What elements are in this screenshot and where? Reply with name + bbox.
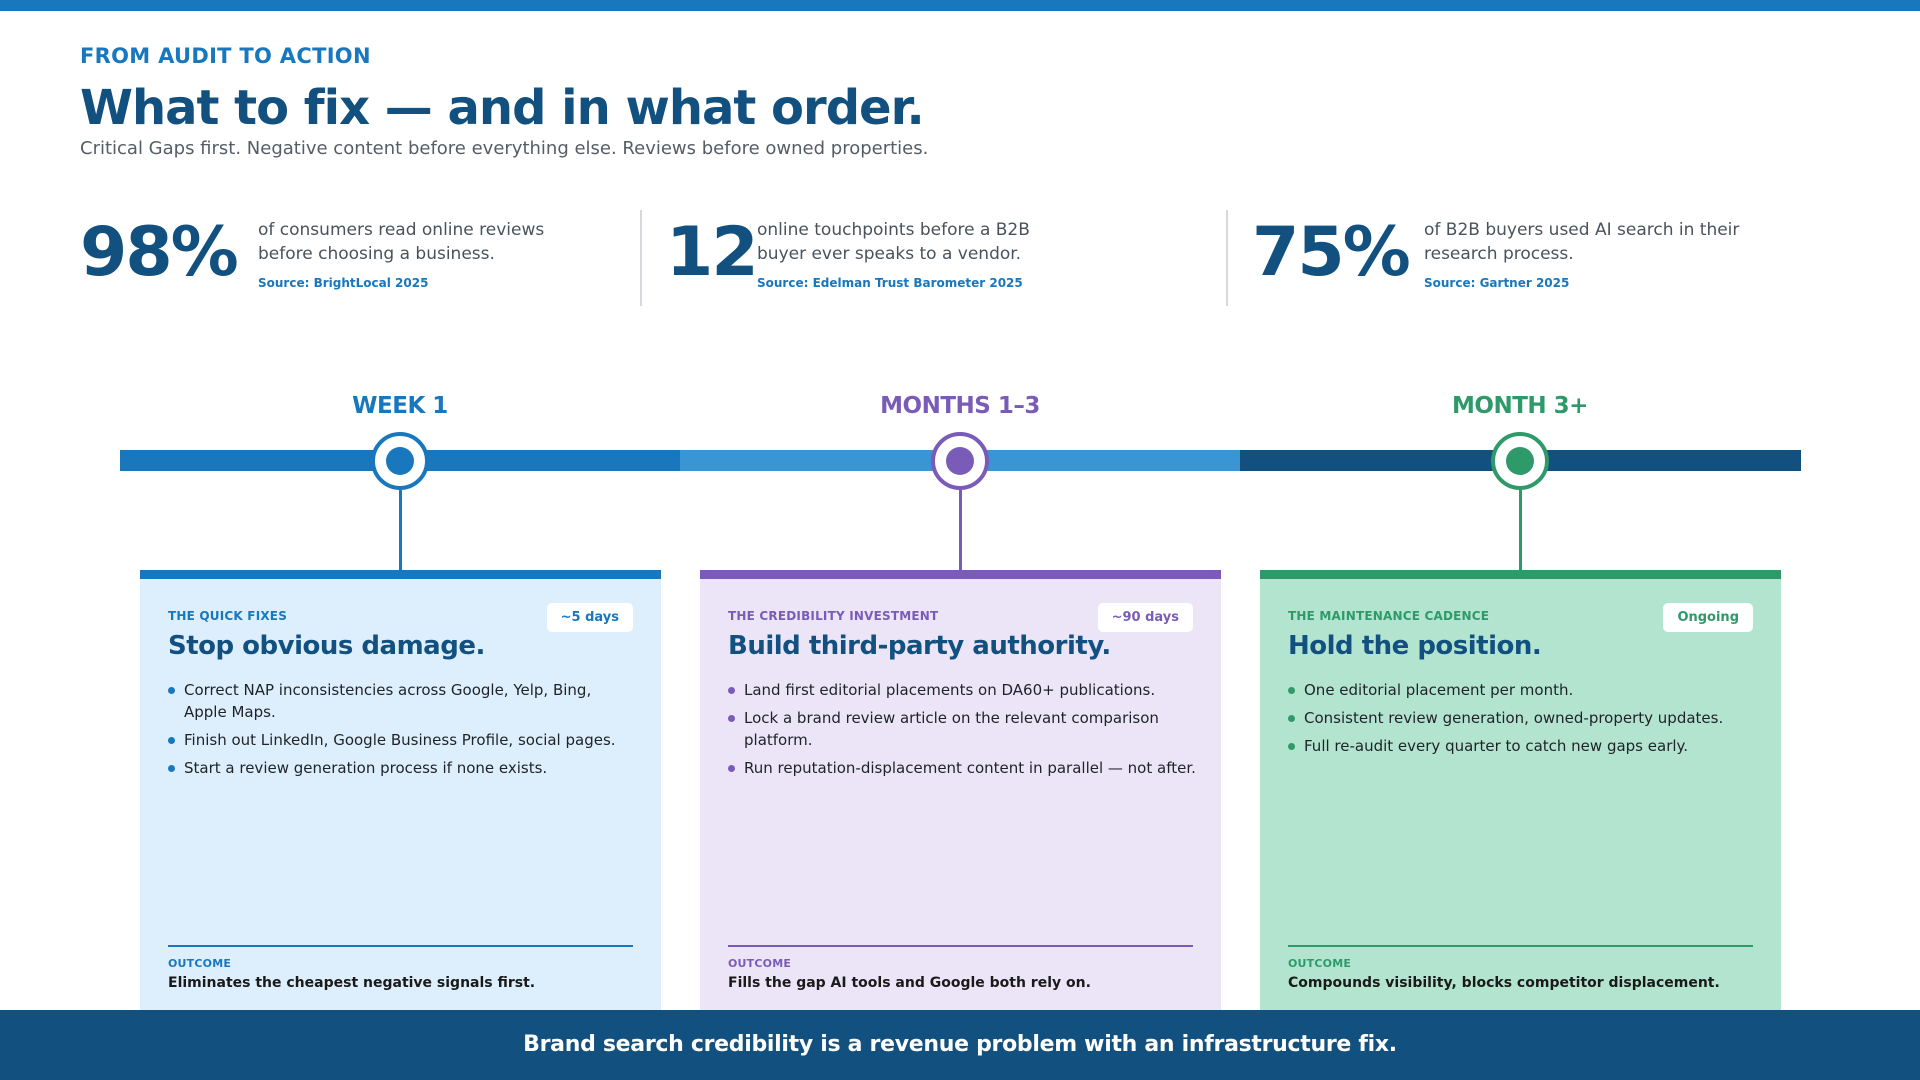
card-title: Stop obvious damage. [168,631,485,661]
list-item: Finish out LinkedIn, Google Business Pro… [168,729,638,751]
duration-badge: ~90 days [1097,603,1193,632]
card-kicker: THE CREDIBILITY INVESTMENT [728,609,939,623]
stat-number: 98% [80,213,239,292]
stat-source: Source: BrightLocal 2025 [258,276,429,290]
timeline-connector [959,490,962,570]
timeline-connector [399,490,402,570]
eyebrow-label: FROM AUDIT TO ACTION [80,44,371,68]
timeline-node-month-3-plus [1491,432,1549,490]
list-item-text: Correct NAP inconsistencies across Googl… [184,681,592,721]
stat-description: online touchpoints before a B2B buyer ev… [757,220,1030,264]
stat-consumers-reviews: 98% of consumers read online reviews bef… [80,210,620,306]
timeline-node-dot [386,447,414,475]
list-item: Correct NAP inconsistencies across Googl… [168,679,638,723]
timeline-node-dot [946,447,974,475]
card-divider [1288,945,1753,947]
timeline-node-dot [1506,447,1534,475]
stat-divider [640,210,642,306]
timeline-node-week-1 [371,432,429,490]
list-item-text: Full re-audit every quarter to catch new… [1304,737,1689,755]
card-kicker: THE MAINTENANCE CADENCE [1288,609,1490,623]
stat-number: 12 [666,213,759,292]
stat-description: of B2B buyers used AI search in their re… [1424,220,1740,264]
timeline-connector [1519,490,1522,570]
card-divider [168,945,633,947]
stat-online-touchpoints: 12 online touchpoints before a B2B buyer… [666,210,1206,306]
phase-label-months-1-3: MONTHS 1–3 [880,393,1040,419]
bullet-icon [168,765,175,772]
phase-card-quick-fixes: THE QUICK FIXES ~5 days Stop obvious dam… [140,570,661,1010]
bullet-icon [168,737,175,744]
card-action-list: Land first editorial placements on DA60+… [728,679,1198,785]
list-item-text: Land first editorial placements on DA60+… [744,681,1156,699]
list-item-text: Consistent review generation, owned-prop… [1304,709,1724,727]
outcome-text: Fills the gap AI tools and Google both r… [728,975,1091,991]
list-item: Start a review generation process if non… [168,757,638,779]
card-divider [728,945,1193,947]
card-action-list: Correct NAP inconsistencies across Googl… [168,679,638,785]
page-subtitle: Critical Gaps first. Negative content be… [80,138,929,159]
card-kicker: THE QUICK FIXES [168,609,288,623]
list-item-text: Finish out LinkedIn, Google Business Pro… [184,731,616,749]
list-item-text: Lock a brand review article on the relev… [744,709,1159,749]
stat-ai-search: 75% of B2B buyers used AI search in thei… [1252,210,1812,306]
card-action-list: One editorial placement per month. Consi… [1288,679,1758,763]
stat-source: Source: Gartner 2025 [1424,276,1570,290]
outcome-text: Eliminates the cheapest negative signals… [168,975,536,991]
list-item: One editorial placement per month. [1288,679,1758,701]
stat-source: Source: Edelman Trust Barometer 2025 [757,276,1023,290]
bullet-icon [728,765,735,772]
timeline-node-months-1-3 [931,432,989,490]
list-item: Full re-audit every quarter to catch new… [1288,735,1758,757]
list-item: Run reputation-displacement content in p… [728,757,1198,779]
duration-badge: ~5 days [546,603,633,632]
list-item-text: Start a review generation process if non… [184,759,548,777]
list-item: Consistent review generation, owned-prop… [1288,707,1758,729]
page-title: What to fix — and in what order. [80,80,925,136]
bullet-icon [1288,715,1295,722]
duration-badge: Ongoing [1663,603,1753,632]
bullet-icon [1288,743,1295,750]
stat-number: 75% [1252,213,1411,292]
list-item: Lock a brand review article on the relev… [728,707,1198,751]
list-item: Land first editorial placements on DA60+… [728,679,1198,701]
list-item-text: Run reputation-displacement content in p… [744,759,1196,777]
card-title: Hold the position. [1288,631,1542,661]
phase-card-credibility-investment: THE CREDIBILITY INVESTMENT ~90 days Buil… [700,570,1221,1010]
stat-divider [1226,210,1228,306]
bullet-icon [728,715,735,722]
phase-label-month-3-plus: MONTH 3+ [1452,393,1588,419]
outcome-label: OUTCOME [728,957,792,970]
card-title: Build third-party authority. [728,631,1111,661]
bullet-icon [728,687,735,694]
outcome-text: Compounds visibility, blocks competitor … [1288,975,1720,991]
footer-banner: Brand search credibility is a revenue pr… [0,1010,1920,1080]
outcome-label: OUTCOME [168,957,232,970]
top-accent-bar [0,0,1920,11]
outcome-label: OUTCOME [1288,957,1352,970]
phase-label-week-1: WEEK 1 [352,393,448,419]
list-item-text: One editorial placement per month. [1304,681,1574,699]
bullet-icon [168,687,175,694]
bullet-icon [1288,687,1295,694]
stat-description: of consumers read online reviews before … [258,220,545,264]
phase-card-maintenance-cadence: THE MAINTENANCE CADENCE Ongoing Hold the… [1260,570,1781,1010]
